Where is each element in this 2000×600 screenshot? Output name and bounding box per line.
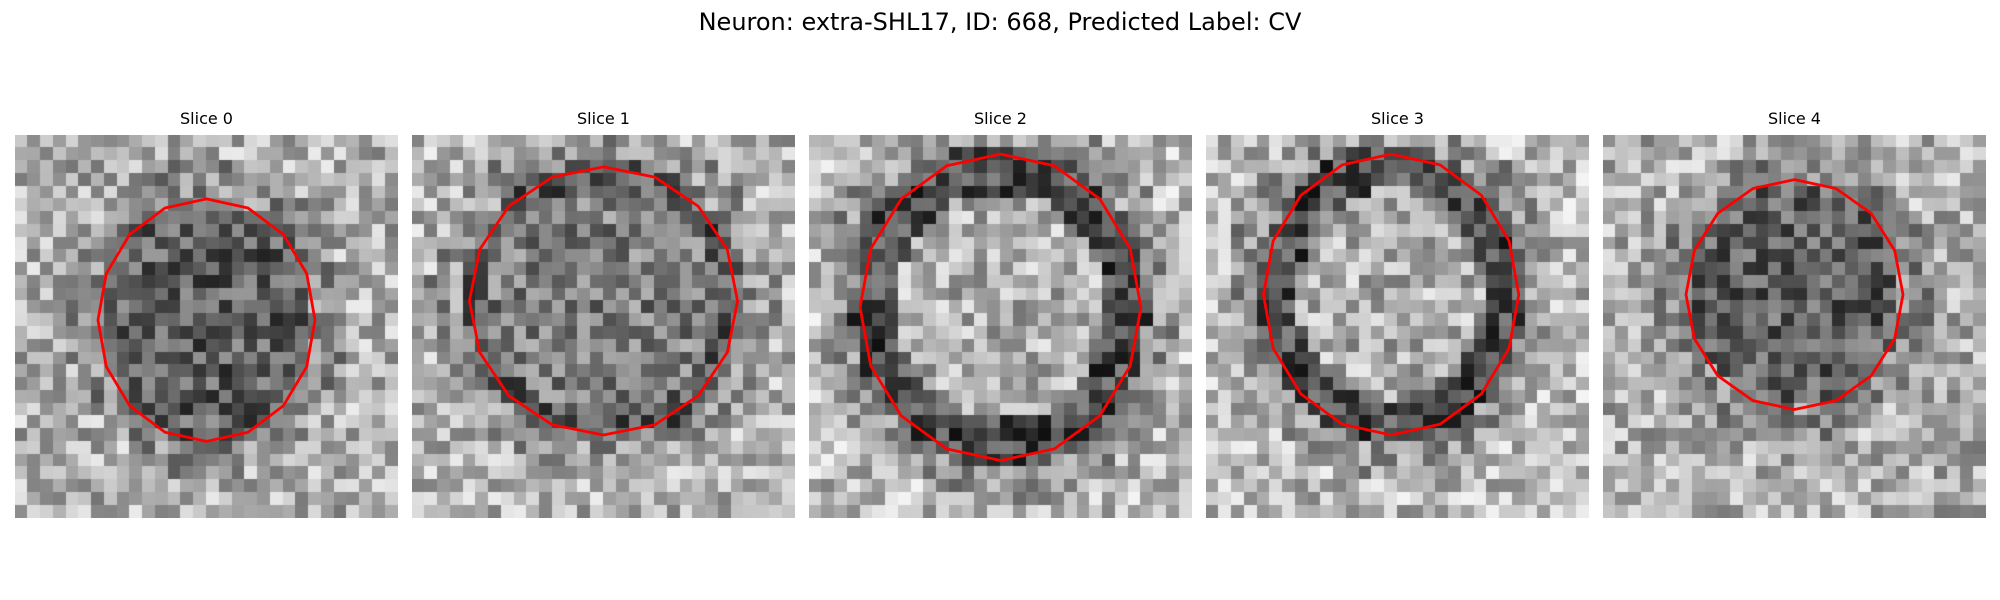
slice-panel-1: Slice 1 [412, 108, 795, 518]
slice-panel-0: Slice 0 [15, 108, 398, 518]
slice-title: Slice 4 [1768, 109, 1821, 128]
contour-line [96, 197, 317, 443]
contour-line [1684, 178, 1905, 411]
slice-panel-4: Slice 4 [1603, 108, 1986, 518]
segmentation-contour [858, 152, 1143, 462]
figure-title: Neuron: extra-SHL17, ID: 668, Predicted … [698, 8, 1302, 36]
slice-panel-2: Slice 2 [809, 108, 1192, 518]
slice-image [809, 135, 1192, 518]
slice-image [1603, 135, 1986, 518]
slice-title: Slice 2 [974, 109, 1027, 128]
slice-title: Slice 0 [180, 109, 233, 128]
slice-title: Slice 1 [577, 109, 630, 128]
segmentation-contour [96, 197, 317, 443]
contour-line [468, 165, 739, 437]
slice-title: Slice 3 [1371, 109, 1424, 128]
contour-line [1262, 152, 1521, 437]
contour-line [858, 152, 1143, 462]
segmentation-contour [1262, 152, 1521, 437]
segmentation-contour [468, 165, 739, 437]
segmentation-contour [1684, 178, 1905, 411]
slice-panel-3: Slice 3 [1206, 108, 1589, 518]
